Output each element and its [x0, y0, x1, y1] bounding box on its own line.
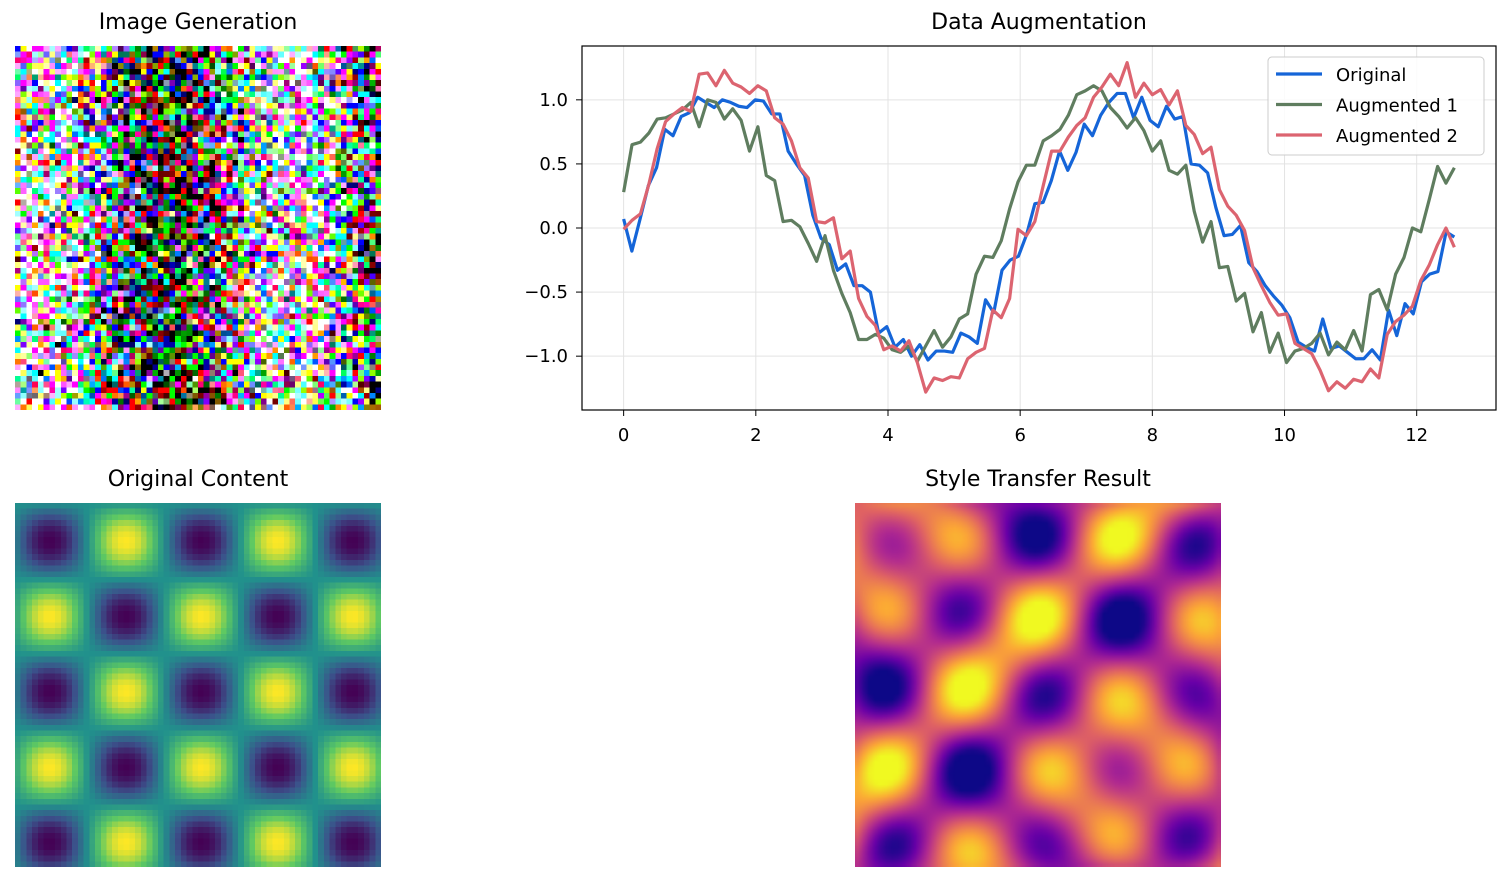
y-tick-label: 0.5 — [539, 154, 568, 175]
legend-label-2: Augmented 2 — [1336, 126, 1458, 147]
legend-label-1: Augmented 1 — [1336, 96, 1458, 117]
legend-box — [1267, 56, 1485, 156]
x-tick-label: 2 — [750, 425, 761, 446]
y-tick-label: 1.0 — [539, 90, 568, 111]
y-tick-label: 0.0 — [539, 218, 568, 239]
chart-title: Data Augmentation — [931, 10, 1147, 35]
series-line-2 — [622, 61, 1456, 394]
original-content-image — [15, 503, 381, 867]
x-tick-label: 4 — [882, 425, 893, 446]
generated-noise-image — [15, 46, 381, 410]
image-generation-title: Image Generation — [98, 10, 298, 35]
style-transfer-image — [855, 503, 1221, 867]
y-tick-label: −0.5 — [524, 282, 568, 303]
x-tick-label: 10 — [1273, 425, 1296, 446]
original-content-title: Original Content — [107, 467, 289, 492]
x-tick-label: 12 — [1405, 425, 1428, 446]
x-tick-label: 0 — [618, 425, 629, 446]
legend-label-0: Original — [1336, 65, 1406, 86]
style-transfer-title: Style Transfer Result — [925, 467, 1151, 492]
y-tick-label: −1.0 — [524, 346, 568, 367]
series-line-1 — [622, 84, 1456, 365]
x-tick-label: 6 — [1014, 425, 1025, 446]
x-tick-label: 8 — [1147, 425, 1158, 446]
chart-legend: Original Augmented 1 Augmented 2 — [1267, 56, 1485, 156]
